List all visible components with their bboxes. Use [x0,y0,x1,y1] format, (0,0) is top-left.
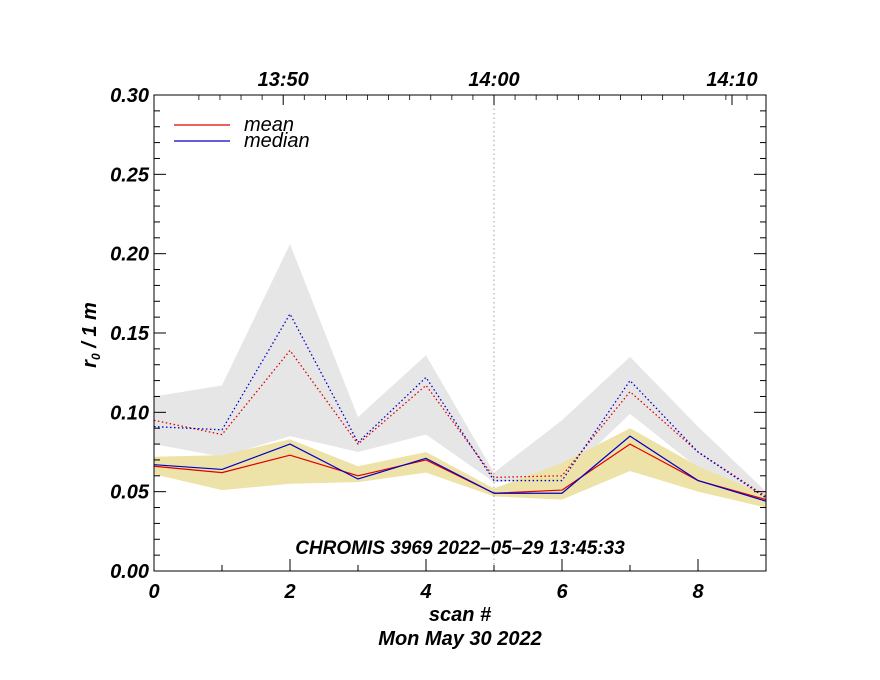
y-axis-title-r: r [79,359,101,368]
x-tick-label: 6 [556,581,568,603]
y-axis-title-unit: / 1 m [79,302,101,353]
top-time-label: 14:10 [706,69,757,91]
band-upper-range [154,244,766,503]
x-tick-label: 2 [283,581,295,603]
x-tick-label: 0 [148,581,159,603]
instrument-annotation: CHROMIS 3969 2022–05–29 13:45:33 [295,538,625,559]
series-line-mean [153,443,767,501]
y-tick-label: 0.10 [110,402,149,424]
x-tick-label: 8 [692,581,704,603]
series-lines [153,313,767,502]
y-tick-label: 0.00 [110,561,149,583]
top-time-label: 14:00 [468,69,519,91]
band-lower-range [154,428,766,508]
legend-label-mean: mean [244,114,294,136]
legend: mean median [174,114,310,152]
plot-frame [153,94,767,572]
labels: CHROMIS 3969 2022–05–29 13:45:33 scan # … [79,302,625,650]
x-tick-label: 4 [419,581,431,603]
series-line-median [153,435,767,502]
y-tick-label: 0.30 [110,85,149,107]
x-axis-title: scan # [429,604,492,626]
date-label: Mon May 30 2022 [378,628,541,650]
y-tick-label: 0.05 [110,482,150,504]
range-bands [154,244,766,508]
y-axis-title-subscript: 0 [89,353,103,360]
top-time-label: 13:50 [258,69,309,91]
y-tick-label: 0.25 [110,164,150,186]
axes: 0.00 0.05 0.10 0.15 0.20 0.25 0.30 0 2 4 6 8 13:50 14… [110,69,767,603]
y-tick-label: 0.20 [110,244,149,266]
y-axis-title: r0 / 1 m [79,302,103,368]
y-tick-label: 0.15 [110,323,150,345]
legend-label-median: median [244,130,310,152]
series-line-mean-dotted [153,349,767,497]
